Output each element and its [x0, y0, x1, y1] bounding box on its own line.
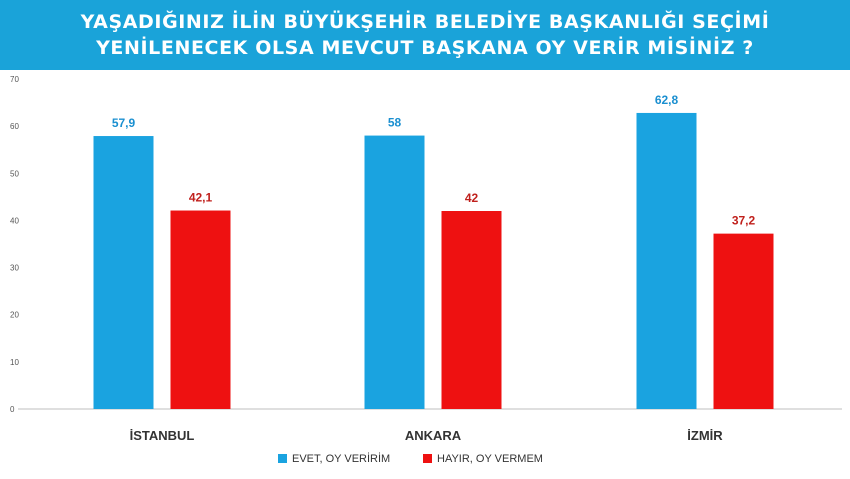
- y-tick-label-70: 70: [10, 75, 19, 84]
- category-label-1: ANKARA: [405, 428, 462, 443]
- y-tick-label-10: 10: [10, 358, 19, 367]
- data-label-evet-2: 62,8: [655, 93, 679, 107]
- bar-hayir-0: [170, 210, 231, 409]
- y-tick-label-0: 0: [10, 405, 15, 414]
- bar-chart: 0 10 20 30 40 50 60 70 57,9 42,1 İSTANBUL 58 42 ANKAR…: [10, 75, 842, 465]
- chart-title-line-2: YENİLENECEK OLSA MEVCUT BAŞKANA OY VERİR…: [96, 37, 754, 59]
- chart-title-line-1: YAŞADIĞINIZ İLİN BÜYÜKŞEHİR BELEDİYE BAŞ…: [80, 11, 770, 33]
- legend-swatch-hayir: [423, 454, 432, 463]
- bar-hayir-2: [713, 233, 774, 409]
- y-tick-label-50: 50: [10, 169, 19, 178]
- y-tick-label-60: 60: [10, 122, 19, 131]
- legend-label-evet: EVET, OY VERİRİM: [292, 452, 390, 465]
- chart-title-bar: YAŞADIĞINIZ İLİN BÜYÜKŞEHİR BELEDİYE BAŞ…: [0, 0, 850, 70]
- legend-swatch-evet: [278, 454, 287, 463]
- bar-evet-0: [93, 136, 154, 409]
- category-label-0: İSTANBUL: [130, 428, 195, 443]
- bar-evet-1: [364, 135, 425, 410]
- legend-label-hayir: HAYIR, OY VERMEM: [437, 453, 543, 465]
- data-label-hayir-1: 42: [465, 191, 479, 205]
- bar-evet-2: [636, 112, 697, 409]
- data-label-evet-0: 57,9: [112, 116, 136, 130]
- data-label-hayir-2: 37,2: [732, 214, 756, 228]
- bar-hayir-1: [441, 211, 502, 409]
- y-tick-label-40: 40: [10, 216, 19, 225]
- category-label-2: İZMİR: [687, 428, 723, 443]
- data-label-evet-1: 58: [388, 116, 402, 130]
- data-label-hayir-0: 42,1: [189, 191, 213, 205]
- y-tick-label-30: 30: [10, 264, 19, 273]
- y-tick-label-20: 20: [10, 311, 19, 320]
